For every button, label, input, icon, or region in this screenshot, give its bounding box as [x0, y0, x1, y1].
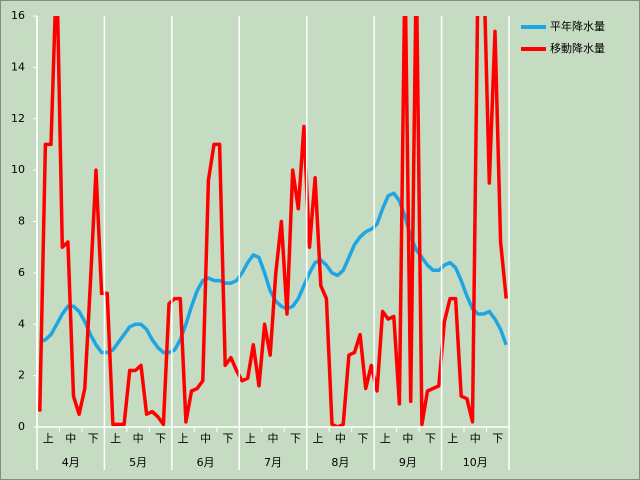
y-tick-label: 8: [18, 215, 25, 228]
x-tick-label: 中: [65, 432, 76, 445]
series-line: [38, 16, 508, 427]
y-tick-label: 10: [11, 163, 25, 176]
x-tick-label: 上: [178, 432, 189, 445]
x-tick-label: 上: [110, 432, 121, 445]
x-tick-label: 下: [290, 432, 301, 445]
x-tick-label: 下: [357, 432, 368, 445]
y-tick-label: 0: [18, 420, 25, 433]
x-tick-label: 中: [402, 432, 413, 445]
group-label: 9月: [399, 456, 417, 469]
x-tick-label: 上: [447, 432, 458, 445]
x-tick-label: 下: [223, 432, 234, 445]
x-tick-label: 中: [133, 432, 144, 445]
x-tick-label: 下: [425, 432, 436, 445]
legend-label: 移動降水量: [550, 41, 605, 55]
y-tick-label: 2: [18, 369, 25, 382]
group-label: 4月: [62, 456, 80, 469]
y-tick-label: 16: [11, 9, 25, 22]
x-tick-label: 下: [492, 432, 503, 445]
y-tick-label: 14: [11, 60, 25, 73]
x-tick-label: 中: [335, 432, 346, 445]
x-tick-label: 下: [155, 432, 166, 445]
plot-area: [38, 16, 508, 427]
x-tick-label: 上: [380, 432, 391, 445]
x-tick-label: 中: [470, 432, 481, 445]
y-tick-label: 6: [18, 266, 25, 279]
x-tick-label: 中: [268, 432, 279, 445]
legend-label: 平年降水量: [550, 19, 605, 33]
x-tick-label: 上: [312, 432, 323, 445]
group-label: 8月: [331, 456, 349, 469]
group-label: 6月: [197, 456, 215, 469]
x-tick-label: 上: [43, 432, 54, 445]
group-label: 5月: [129, 456, 147, 469]
x-tick-label: 中: [200, 432, 211, 445]
x-tick-label: 下: [88, 432, 99, 445]
x-tick-label: 上: [245, 432, 256, 445]
y-tick-label: 12: [11, 112, 25, 125]
group-label: 10月: [463, 456, 488, 469]
y-tick-label: 4: [18, 317, 25, 330]
group-label: 7月: [264, 456, 282, 469]
